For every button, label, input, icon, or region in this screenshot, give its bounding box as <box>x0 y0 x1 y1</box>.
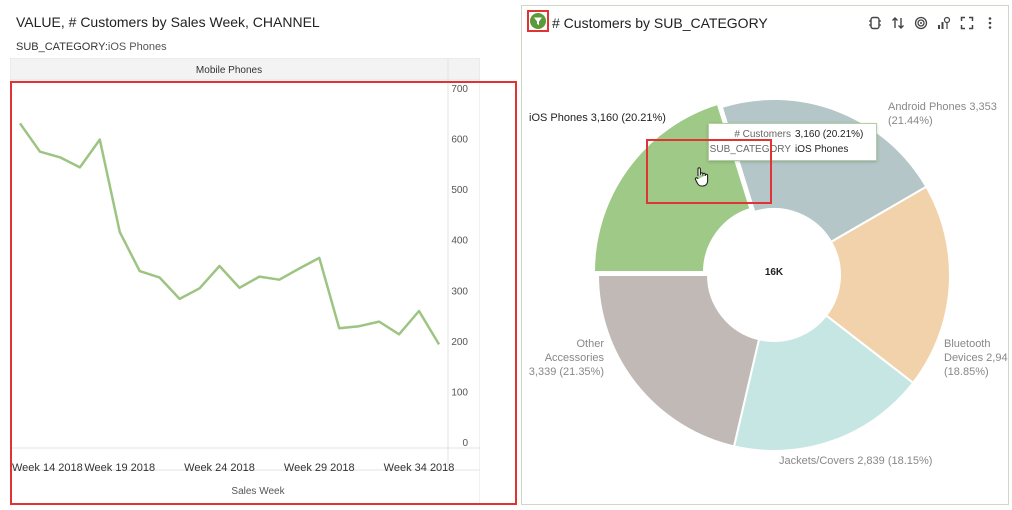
filter-key: SUB_CATEGORY: <box>16 41 108 53</box>
hand-cursor-icon <box>694 167 709 187</box>
y-tick-label: 500 <box>451 185 468 196</box>
pie-chart-panel: # Customers by SUB_CATEGORY <box>521 5 1009 505</box>
x-axis-title: Sales Week <box>231 486 285 497</box>
tooltip-row-customers: # Customers 3,160 (20.21%) <box>709 129 863 140</box>
slice-label: Android Phones 3,353 (21.44%) <box>888 101 997 127</box>
line-chart[interactable]: Mobile Phones 0 100 200 300 400 500 600 700 Week… <box>10 58 480 504</box>
more-button[interactable] <box>981 14 998 31</box>
slice-label: Other Accessories 3,339 (21.35%) <box>529 338 605 378</box>
tooltip-value-customers: 3,160 (20.21%) <box>795 129 864 140</box>
slice-label: iOS Phones 3,160 (20.21%) <box>529 112 666 124</box>
y-tick-label: 0 <box>462 438 468 449</box>
x-tick-label: Week 14 2018 <box>12 462 83 474</box>
donut-center-label: 16K <box>765 267 784 278</box>
x-tick-label: Week 34 2018 <box>384 462 455 474</box>
pie-chart-title: # Customers by SUB_CATEGORY <box>552 15 768 31</box>
slice-label: Jackets/Covers 2,839 (18.15%) <box>779 455 932 467</box>
target-button[interactable] <box>912 14 929 31</box>
chart-type-icon <box>868 16 881 29</box>
y-tick-label: 400 <box>451 236 468 247</box>
y-tick-label: 300 <box>451 286 468 297</box>
tooltip-value-subcategory: iOS Phones <box>795 144 849 155</box>
donut-slice[interactable] <box>732 314 915 452</box>
facet-label: Mobile Phones <box>196 65 262 76</box>
slice-label: Bluetooth Devices 2,948 (18.85%) <box>944 338 1008 378</box>
x-tick-label: Week 24 2018 <box>184 462 255 474</box>
hover-tooltip: # Customers 3,160 (20.21%) SUB_CATEGORY iO… <box>708 123 877 161</box>
line-chart-panel: VALUE, # Customers by Sales Week, CHANNE… <box>10 14 480 504</box>
fullscreen-icon <box>960 16 973 29</box>
x-tick-label: Week 19 2018 <box>84 462 155 474</box>
series-line-ios-phones[interactable] <box>18 122 441 346</box>
y-tick-label: 600 <box>451 135 468 146</box>
facet-header <box>10 58 480 81</box>
tooltip-row-subcategory: SUB_CATEGORY iOS Phones <box>709 144 849 155</box>
donut-slice[interactable] <box>824 185 951 385</box>
chart-frame <box>10 58 480 504</box>
y-tick-label: 700 <box>451 84 468 95</box>
donut-slice[interactable] <box>596 274 761 448</box>
y-tick-label: 100 <box>451 387 468 398</box>
filter-summary: SUB_CATEGORY:iOS Phones <box>16 41 167 53</box>
target-icon <box>914 16 927 29</box>
funnel-icon <box>534 17 542 25</box>
chart-toolbar <box>866 14 998 31</box>
x-tick-label: Week 29 2018 <box>284 462 355 474</box>
tooltip-label-subcategory: SUB_CATEGORY <box>709 144 791 155</box>
y-tick-label: 200 <box>451 337 468 348</box>
donut-chart[interactable]: iOS Phones 3,160 (20.21%) Android Phones … <box>522 6 1008 504</box>
explain-button[interactable] <box>935 14 952 31</box>
line-chart-title: VALUE, # Customers by Sales Week, CHANNE… <box>16 14 320 30</box>
fullscreen-button[interactable] <box>958 14 975 31</box>
filter-value: iOS Phones <box>107 41 167 53</box>
explain-icon <box>937 16 950 29</box>
tooltip-label-customers: # Customers <box>734 129 791 140</box>
more-icon <box>988 16 991 29</box>
sort-button[interactable] <box>889 14 906 31</box>
filter-icon[interactable] <box>530 13 546 29</box>
chart-type-button[interactable] <box>866 14 883 31</box>
sort-icon <box>891 16 904 29</box>
